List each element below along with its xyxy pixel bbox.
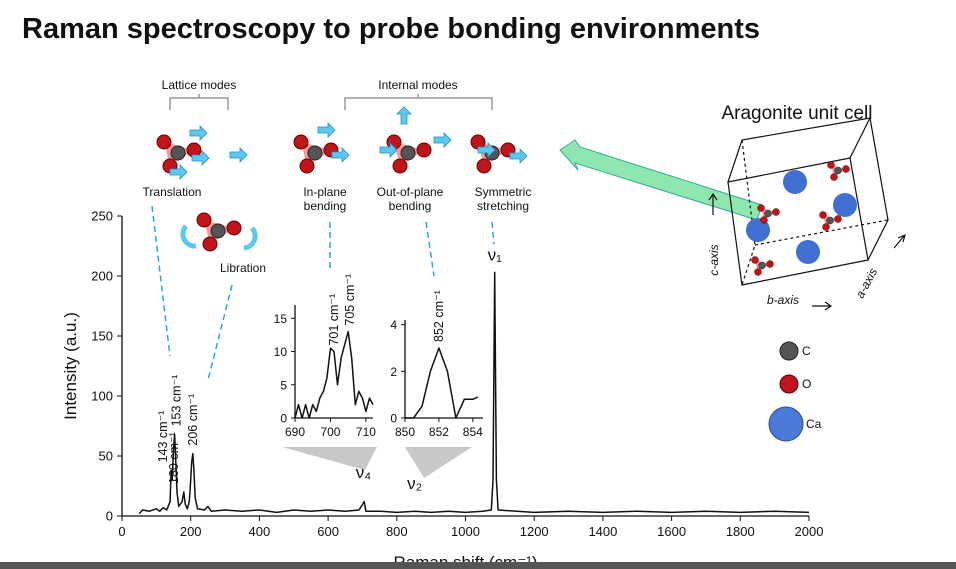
cell-title: Aragonite unit cell [721,103,872,124]
x-tick-label: 852 [429,425,449,439]
y-tick-label: 0 [106,509,113,524]
spectrum-line [294,330,374,419]
unit-cell [708,117,906,311]
peak-label: ν₂ [407,474,422,493]
y-tick-label: 250 [91,209,113,224]
title: Raman spectroscopy to probe bonding envi… [22,13,760,45]
leader-lines [151,205,495,381]
peak-label: 701 cm⁻¹ [327,294,341,346]
y-tick-label: 2 [390,365,397,379]
brackets [169,94,493,110]
legend-label: O [802,377,811,391]
axis-name: c-axis [707,244,721,275]
x-tick-label: 0 [118,524,125,539]
spectrum-line [405,347,479,419]
mode-label: Libration [220,261,266,275]
molecule-icons [156,106,528,252]
x-tick-label: 400 [249,524,271,539]
spectrum-line [138,271,810,515]
atom-legend [768,341,804,442]
x-tick-label: 600 [317,524,339,539]
y-tick-label: 0 [390,412,397,426]
y-axis-label: Intensity (a.u.) [61,312,80,420]
y-tick-label: 200 [91,269,113,284]
peak-label: 705 cm⁻¹ [343,274,357,326]
axis-name: b-axis [767,293,799,307]
y-tick-label: 0 [280,412,287,426]
x-tick-label: 1400 [588,524,617,539]
mode-label: In-plane bending [303,185,347,213]
y-tick-label: 10 [274,345,288,359]
y-tick-label: 100 [91,389,113,404]
y-tick-label: 150 [91,329,113,344]
pointer-arrow [559,139,763,221]
y-tick-label: 50 [99,449,113,464]
mode-label: Symmetric stretching [475,185,532,213]
x-tick-label: 710 [356,425,376,439]
mode-label: Translation [143,185,202,199]
peak-label: ν₁ [488,245,503,264]
x-tick-label: 690 [285,425,305,439]
x-tick-label: 1600 [657,524,686,539]
y-tick-label: 5 [280,378,287,392]
mode-label: Out-of-plane bending [377,185,444,213]
peak-label: 180 cm⁻¹ [167,432,181,484]
x-tick-label: 850 [395,425,415,439]
zoom-wedges [282,447,472,478]
peak-label: 206 cm⁻¹ [186,394,200,446]
x-tick-label: 1800 [726,524,755,539]
x-tick-label: 1200 [520,524,549,539]
x-tick-label: 854 [463,425,483,439]
x-tick-label: 200 [180,524,202,539]
x-tick-label: 700 [320,425,340,439]
legend-label: Ca [806,417,822,431]
x-tick-label: 2000 [795,524,824,539]
y-tick-label: 15 [274,312,288,326]
peak-label: 143 cm⁻¹ [156,411,170,463]
peak-label: 153 cm⁻¹ [170,375,184,427]
legend-label: C [802,344,811,358]
cell-atoms [746,161,857,276]
group-label: Lattice modes [162,78,237,92]
y-tick-label: 4 [390,318,397,332]
peak-label: 852 cm⁻¹ [432,290,446,342]
x-tick-label: 1000 [451,524,480,539]
axis-name: a-axis [853,266,880,301]
peak-label: ν₄ [356,463,372,482]
group-label: Internal modes [378,78,457,92]
bottom-bar [0,562,956,569]
x-tick-label: 800 [386,524,408,539]
